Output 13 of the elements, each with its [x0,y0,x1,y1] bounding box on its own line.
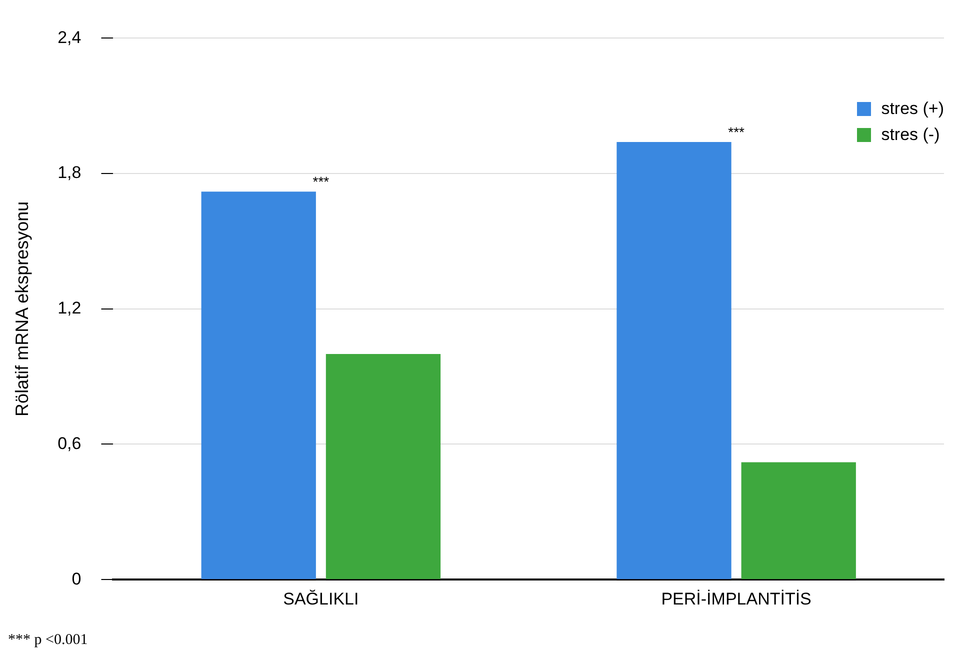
legend-label: stres (-) [881,124,940,146]
text: *** p <0.001 [8,632,89,649]
x-tick-label: SAĞLIKLI [283,589,359,608]
y-tick-label: 2,4 [58,28,82,47]
y-tick-label: 1,8 [58,163,82,182]
y-tick-label: 0 [72,569,82,588]
y-tick-label: 1,2 [58,298,82,318]
y-tick-label: 0,6 [58,434,82,453]
annotation: *** [312,173,330,190]
y-axis-title: Rölatif mRNA ekspresyonu [12,201,32,416]
annotation: *** [728,124,746,140]
x-tick-label: PERİ-İMPLANTİTİS [661,589,812,608]
legend-label: stres (+) [881,98,944,120]
